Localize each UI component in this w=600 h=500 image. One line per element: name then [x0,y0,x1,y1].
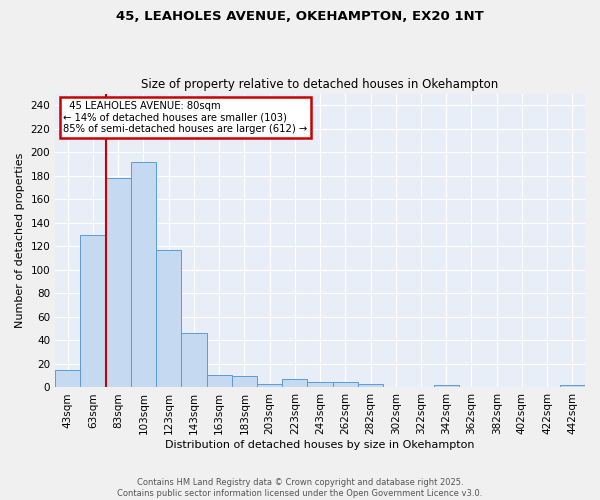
Bar [307,382,332,388]
Bar [282,379,307,388]
X-axis label: Distribution of detached houses by size in Okehampton: Distribution of detached houses by size … [166,440,475,450]
Bar [80,234,106,388]
Bar [181,334,206,388]
Bar [131,162,156,388]
Y-axis label: Number of detached properties: Number of detached properties [15,153,25,328]
Bar [156,250,181,388]
Bar [257,384,282,388]
Bar [206,374,232,388]
Bar [434,385,459,388]
Text: 45, LEAHOLES AVENUE, OKEHAMPTON, EX20 1NT: 45, LEAHOLES AVENUE, OKEHAMPTON, EX20 1N… [116,10,484,23]
Bar [358,384,383,388]
Bar [332,382,358,388]
Bar [232,376,257,388]
Bar [106,178,131,388]
Text: Contains HM Land Registry data © Crown copyright and database right 2025.
Contai: Contains HM Land Registry data © Crown c… [118,478,482,498]
Bar [560,385,585,388]
Text: 45 LEAHOLES AVENUE: 80sqm
← 14% of detached houses are smaller (103)
85% of semi: 45 LEAHOLES AVENUE: 80sqm ← 14% of detac… [63,101,307,134]
Title: Size of property relative to detached houses in Okehampton: Size of property relative to detached ho… [142,78,499,91]
Bar [55,370,80,388]
